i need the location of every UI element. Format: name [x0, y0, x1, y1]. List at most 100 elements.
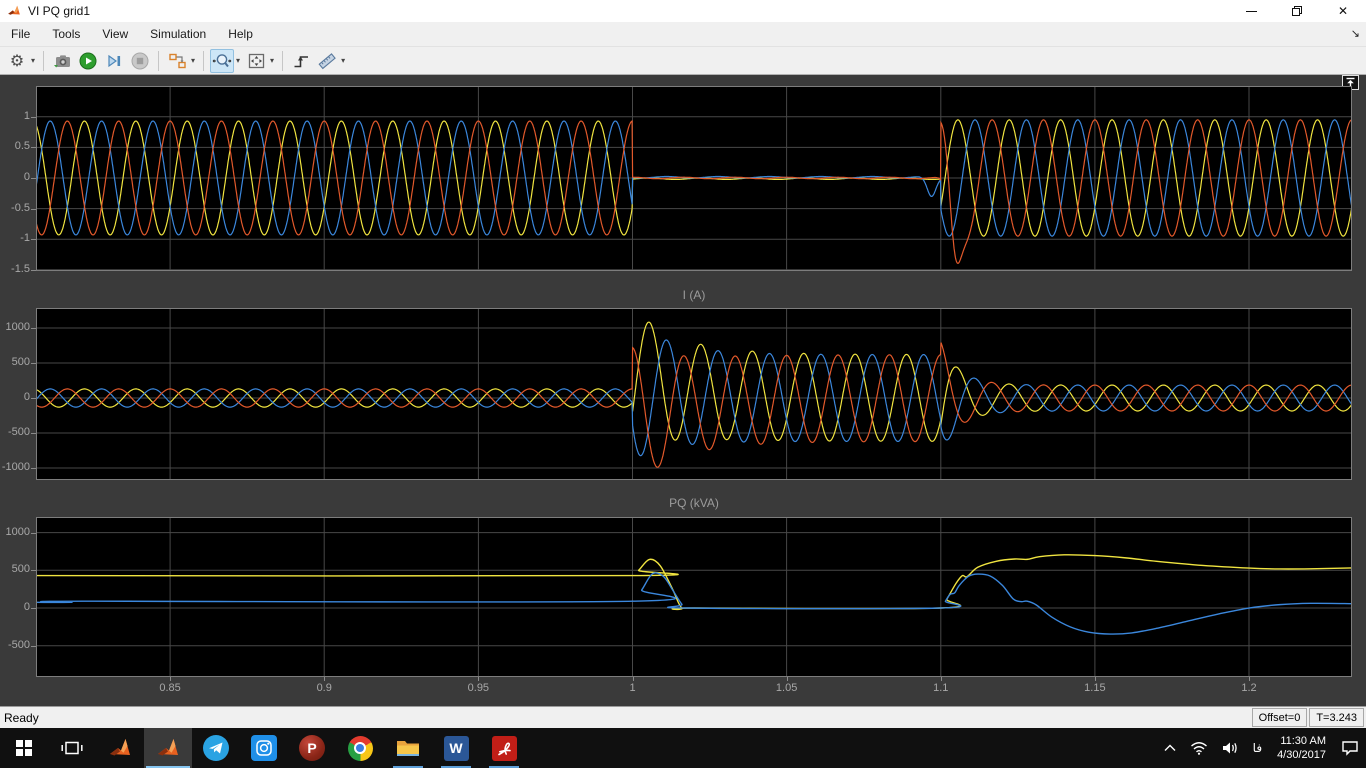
x-tick-mark — [478, 677, 479, 681]
waveform-Ic — [36, 342, 1352, 468]
plot-canvas-0[interactable] — [36, 86, 1352, 271]
waveform-Vc — [36, 119, 1352, 264]
x-tick-label: 1.2 — [1241, 682, 1257, 694]
x-tick-mark — [324, 677, 325, 681]
tray-clock[interactable]: 11:30 AM 4/30/2017 — [1269, 728, 1334, 768]
y-tick-label: 1000 — [5, 525, 30, 538]
menu-file[interactable]: File — [11, 27, 31, 41]
dock-arrow-icon[interactable]: ↘ — [1350, 28, 1360, 40]
x-tick-mark — [633, 677, 634, 681]
y-tick-label: 1000 — [5, 321, 30, 334]
span-fit-caret-icon[interactable]: ▾ — [270, 56, 275, 65]
toolbar-separator — [203, 50, 205, 71]
tray-volume-button[interactable] — [1215, 728, 1246, 768]
y-tick-mark — [31, 646, 36, 647]
y-tick-label: -1 — [20, 232, 30, 245]
y-tick-label: -0.5 — [11, 201, 30, 214]
toolbar-separator — [282, 50, 284, 71]
y-tick-mark — [31, 117, 36, 118]
y-tick-mark — [31, 328, 36, 329]
settings-caret-icon[interactable]: ▾ — [31, 56, 36, 65]
taskbar-matlab-2-active[interactable] — [144, 728, 192, 768]
plot-title-2: PQ (kVA) — [669, 496, 719, 510]
taskbar-file-explorer[interactable] — [384, 728, 432, 768]
taskbar-acrobat[interactable] — [480, 728, 528, 768]
signal-selector-caret-icon[interactable]: ▾ — [191, 56, 196, 65]
status-sim-time: T=3.243 — [1309, 708, 1364, 727]
x-tick-mark — [787, 677, 788, 681]
y-tick-label: -1.5 — [11, 262, 30, 275]
scope-toolbar: ⚙ ▾ — [0, 47, 1366, 75]
y-tick-label: 0 — [23, 170, 30, 183]
y-tick-mark — [31, 433, 36, 434]
matlab-icon — [110, 739, 130, 756]
plot-title-1: I (A) — [682, 288, 706, 302]
taskbar-word[interactable]: W — [432, 728, 480, 768]
trigger-button[interactable] — [289, 49, 313, 73]
settings-button[interactable]: ⚙ — [5, 49, 29, 73]
y-tick-mark — [31, 533, 36, 534]
measurements-button[interactable] — [315, 49, 339, 73]
zoom-button[interactable] — [210, 48, 235, 73]
x-tick-mark — [1249, 677, 1250, 681]
x-tick-mark — [1095, 677, 1096, 681]
menu-simulation[interactable]: Simulation — [150, 27, 207, 41]
wifi-icon — [1190, 742, 1207, 755]
span-fit-button[interactable] — [244, 49, 268, 73]
plot-canvas-1[interactable] — [36, 308, 1352, 480]
minimize-button[interactable] — [1228, 0, 1274, 22]
menu-help[interactable]: Help — [228, 27, 253, 41]
acrobat-icon — [491, 735, 517, 761]
y-tick-mark — [31, 209, 36, 210]
task-view-button[interactable] — [48, 728, 96, 768]
taskbar-instagram[interactable] — [240, 728, 288, 768]
taskbar-telegram[interactable] — [192, 728, 240, 768]
word-icon: W — [443, 735, 469, 761]
menu-view[interactable]: View — [102, 27, 129, 41]
signal-selector-button[interactable] — [165, 49, 189, 73]
stop-button[interactable] — [128, 49, 152, 73]
signal-selector-icon — [168, 53, 186, 68]
tray-language-button[interactable]: فا — [1246, 728, 1269, 768]
speaker-icon — [1222, 742, 1237, 754]
tray-wifi-button[interactable] — [1183, 728, 1215, 768]
toolbar-separator — [43, 50, 45, 71]
y-tick-label: -500 — [7, 426, 30, 439]
chevron-up-icon — [1164, 744, 1176, 751]
word-letter: W — [449, 740, 463, 756]
start-button[interactable] — [0, 728, 48, 768]
run-button[interactable] — [76, 49, 100, 73]
menu-tools[interactable]: Tools — [52, 27, 81, 41]
taskbar-chrome[interactable] — [336, 728, 384, 768]
y-tick-mark — [31, 178, 36, 179]
matlab-app-icon — [8, 5, 20, 15]
y-tick-label: -1000 — [1, 461, 30, 474]
file-explorer-icon — [397, 741, 419, 756]
measurements-caret-icon[interactable]: ▾ — [341, 56, 346, 65]
toolbar-separator — [158, 50, 160, 71]
x-tick-label: 1 — [629, 682, 636, 694]
minimize-icon — [1245, 10, 1257, 12]
gear-icon: ⚙ — [9, 51, 25, 70]
taskbar-psiphon[interactable]: P — [288, 728, 336, 768]
plot-canvas-2[interactable] — [36, 517, 1352, 677]
action-center-button[interactable] — [1334, 728, 1366, 768]
x-tick-label: 1.1 — [933, 682, 949, 694]
zoom-caret-icon[interactable]: ▾ — [236, 56, 241, 65]
scope-plot-area[interactable]: 1 0.5 0 -0.5 -1 -1.5 I (A) 1000 500 0 -500 -1000 PQ … — [0, 75, 1366, 706]
y-tick-mark — [31, 608, 36, 609]
step-forward-button[interactable] — [102, 49, 126, 73]
window-title: VI PQ grid1 — [28, 4, 91, 18]
restore-button[interactable] — [1274, 0, 1320, 22]
y-tick-label: 0 — [23, 391, 30, 404]
taskbar-matlab-1[interactable] — [96, 728, 144, 768]
y-tick-mark — [31, 363, 36, 364]
x-tick-mark — [170, 677, 171, 681]
snapshot-button[interactable] — [50, 49, 74, 73]
close-button[interactable]: ✕ — [1320, 0, 1366, 22]
play-icon — [79, 52, 97, 69]
y-tick-label: 1 — [23, 109, 30, 122]
restore-icon — [1292, 6, 1302, 16]
tray-chevron-button[interactable] — [1157, 728, 1183, 768]
zoom-icon — [212, 53, 232, 67]
